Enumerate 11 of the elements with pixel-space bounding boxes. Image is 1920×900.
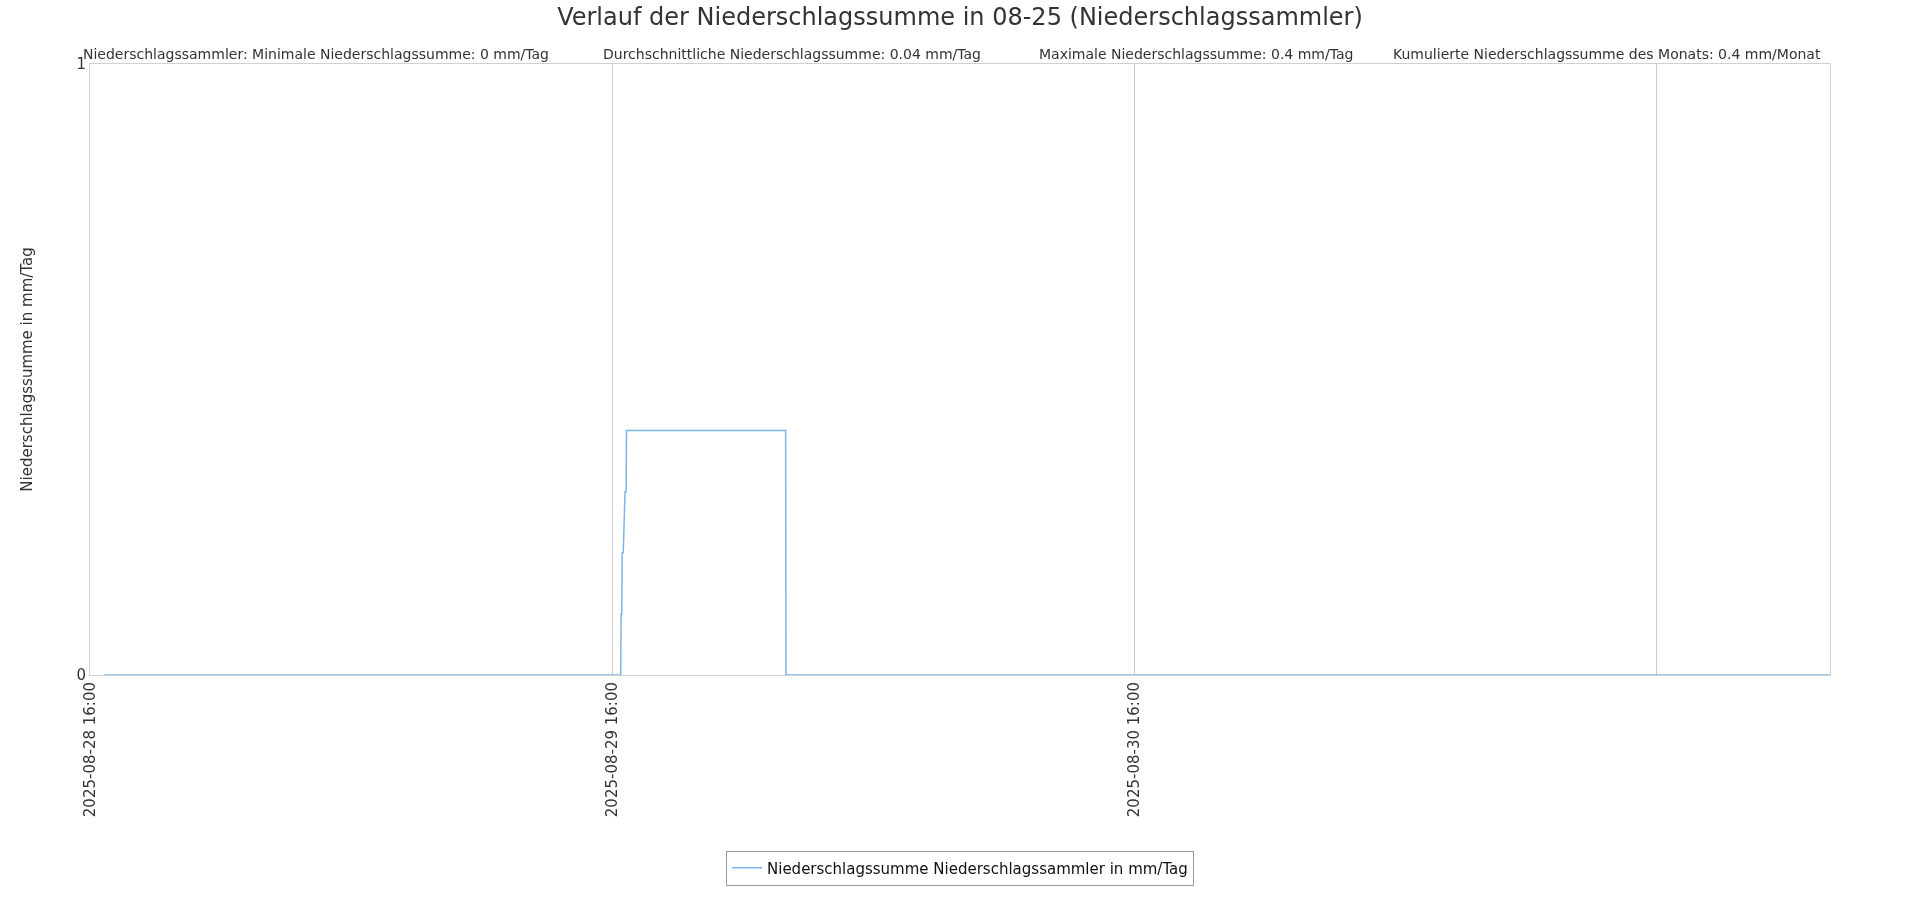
- chart-title: Verlauf der Niederschlagssumme in 08-25 (Niederschlagssammler): [557, 3, 1363, 32]
- line-series: [103, 429, 1830, 675]
- legend-label: Niederschlagssumme Niederschlagssammler in mm/Tag: [767, 859, 1188, 878]
- x-tick-label: 2025-08-29 16:00: [602, 682, 621, 818]
- x-tick-label: 2025-08-30 16:00: [1124, 682, 1143, 818]
- text: Niederschlagssammler: Minimale Niederschlagssumme: 0 mm/Tag: [83, 46, 549, 62]
- text: Maximale Niederschlagssumme: 0.4 mm/Tag: [1039, 46, 1354, 62]
- text: Durchschnittliche Niederschlagssumme: 0.04 mm/Tag: [603, 46, 981, 62]
- x-tick-label: 2025-08-28 16:00: [80, 682, 99, 818]
- y-axis-title: Niederschlagssumme in mm/Tag: [17, 247, 36, 492]
- text: Kumulierte Niederschlagssumme des Monats: 0.4 mm/Monat: [1393, 46, 1821, 62]
